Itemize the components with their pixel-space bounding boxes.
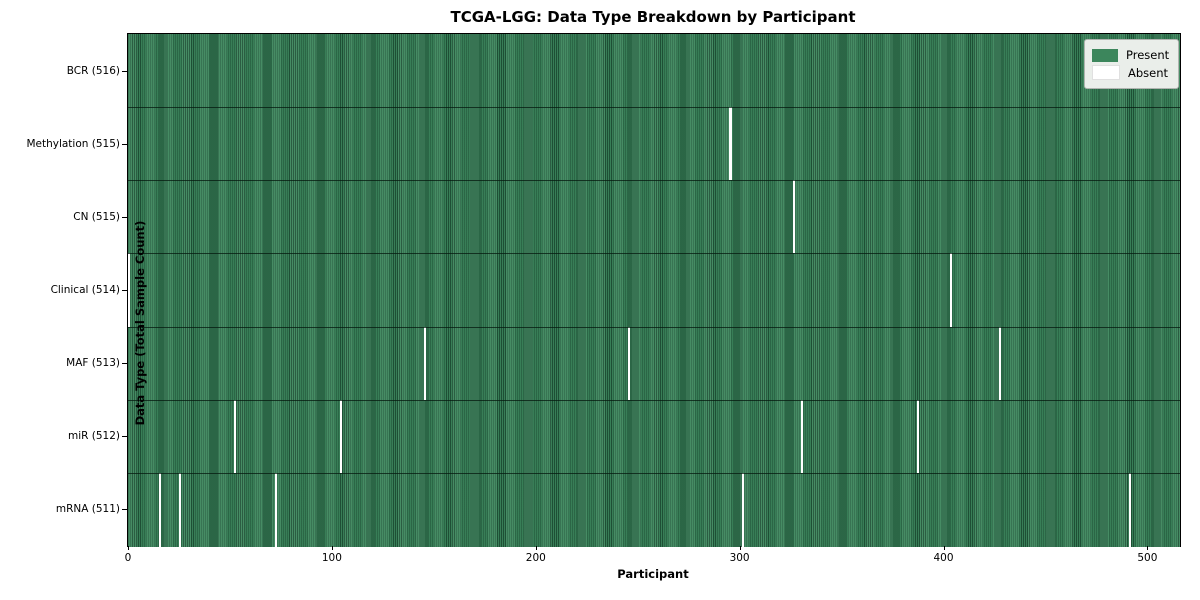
x-tick-mark bbox=[535, 546, 537, 550]
x-tick-mark bbox=[331, 546, 333, 550]
data-row-miR bbox=[128, 399, 1180, 474]
row-separator bbox=[128, 326, 1180, 328]
data-row-BCR bbox=[128, 34, 1180, 108]
absent-gap-Clinical-0 bbox=[128, 253, 131, 328]
y-axis-label: Data Type (Total Sample Count) bbox=[133, 220, 147, 426]
absent-gap-MAF-145 bbox=[423, 326, 426, 401]
absent-gap-miR-52 bbox=[234, 399, 237, 474]
x-tick-mark bbox=[128, 546, 129, 550]
y-tick-mark bbox=[122, 509, 127, 511]
absent-gap-mRNA-491 bbox=[1129, 472, 1132, 547]
x-tick-mark bbox=[739, 546, 741, 550]
x-tick-label-400: 400 bbox=[933, 552, 954, 564]
y-tick-mark bbox=[122, 290, 127, 291]
x-tick-label-0: 0 bbox=[124, 552, 132, 564]
absent-gap-Methylation-295 bbox=[729, 107, 732, 181]
x-axis-label: Participant bbox=[617, 567, 689, 581]
x-tick-label-200: 200 bbox=[525, 552, 546, 564]
legend: Present Absent bbox=[1084, 39, 1180, 89]
absent-gap-miR-104 bbox=[340, 399, 343, 474]
y-tick-mark bbox=[122, 70, 127, 72]
absent-gap-miR-330 bbox=[800, 399, 803, 474]
absent-gap-Clinical-403 bbox=[949, 253, 952, 328]
chart-title: TCGA-LGG: Data Type Breakdown by Partici… bbox=[450, 8, 856, 26]
data-row-mRNA bbox=[128, 472, 1180, 547]
legend-entry-present: Present bbox=[1092, 48, 1169, 62]
absent-gap-mRNA-72 bbox=[274, 472, 277, 547]
y-tick-label-mRNA: mRNA (511) bbox=[55, 503, 120, 516]
y-tick-mark bbox=[122, 143, 127, 145]
absent-gap-mRNA-15 bbox=[158, 472, 161, 547]
row-separator bbox=[128, 180, 1180, 182]
legend-entry-absent: Absent bbox=[1092, 65, 1169, 80]
row-separator bbox=[128, 253, 1180, 255]
x-tick-mark bbox=[943, 546, 945, 550]
absent-gap-MAF-245 bbox=[627, 326, 630, 401]
absent-gap-miR-387 bbox=[917, 399, 920, 474]
legend-label-absent: Absent bbox=[1128, 65, 1169, 80]
data-row-CN bbox=[128, 180, 1180, 255]
x-tick-label-100: 100 bbox=[321, 552, 342, 564]
y-tick-label-miR: miR (512) bbox=[67, 430, 120, 443]
x-tick-label-300: 300 bbox=[729, 552, 750, 564]
data-row-MAF bbox=[128, 326, 1180, 401]
plot-area: Data Type (Total Sample Count) bbox=[127, 33, 1181, 547]
y-tick-mark bbox=[122, 363, 127, 365]
y-tick-label-Clinical: Clinical (514) bbox=[50, 284, 120, 296]
data-row-Methylation bbox=[128, 107, 1180, 181]
legend-swatch-absent bbox=[1092, 65, 1120, 80]
x-tick-mark bbox=[1147, 546, 1149, 550]
y-tick-label-CN: CN (515) bbox=[73, 210, 120, 223]
legend-swatch-present bbox=[1092, 48, 1118, 62]
data-row-Clinical bbox=[128, 253, 1180, 328]
row-separator bbox=[128, 107, 1180, 109]
row-separator bbox=[128, 472, 1180, 474]
y-tick-label-MAF: MAF (513) bbox=[66, 357, 120, 370]
absent-gap-MAF-427 bbox=[998, 326, 1001, 401]
row-separator bbox=[128, 399, 1180, 401]
absent-gap-CN-326 bbox=[792, 180, 795, 255]
legend-label-present: Present bbox=[1126, 48, 1170, 62]
y-tick-mark bbox=[122, 436, 127, 438]
x-tick-label-500: 500 bbox=[1137, 552, 1158, 564]
absent-gap-mRNA-25 bbox=[178, 472, 182, 547]
y-tick-mark bbox=[122, 216, 127, 218]
y-tick-label-Methylation: Methylation (515) bbox=[26, 137, 120, 150]
absent-gap-mRNA-301 bbox=[741, 472, 744, 547]
y-tick-label-BCR: BCR (516) bbox=[66, 64, 120, 77]
